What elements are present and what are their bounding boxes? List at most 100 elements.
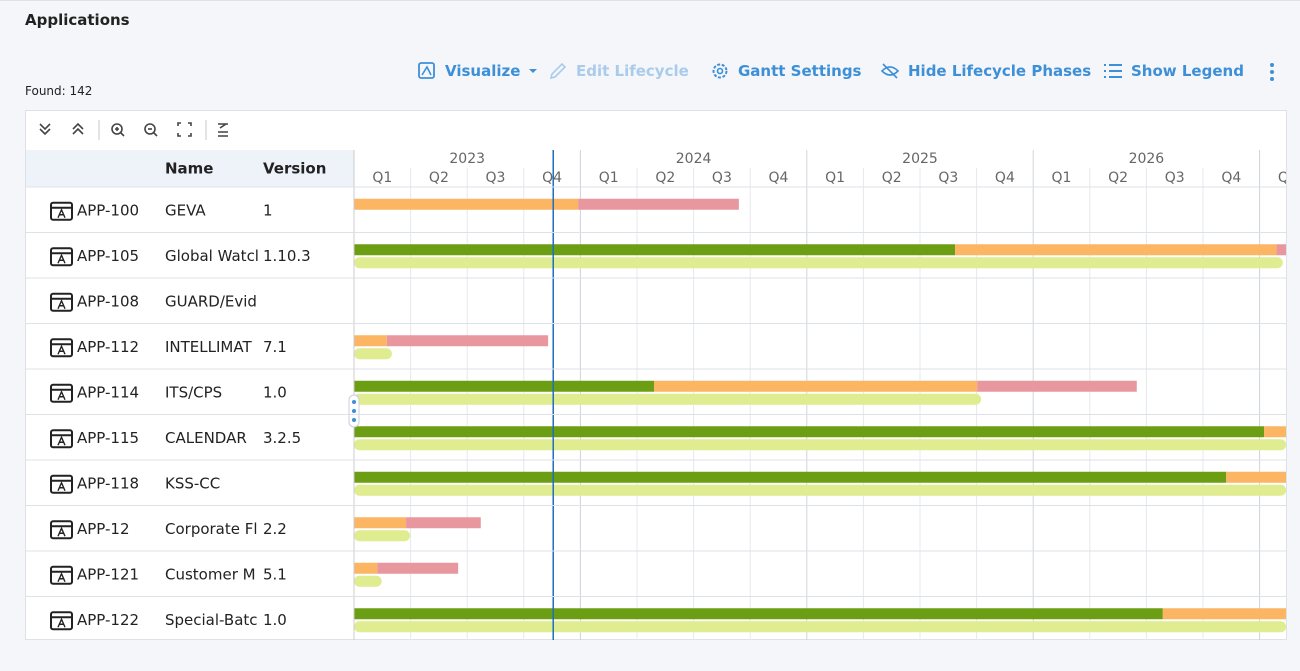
icon-glyph bbox=[57, 572, 66, 583]
app-icon bbox=[50, 429, 73, 449]
icon-frame bbox=[50, 611, 73, 631]
hide-phases-button[interactable]: Hide Lifecycle Phases bbox=[880, 61, 1091, 81]
icon-glyph bbox=[57, 390, 66, 401]
app-icon bbox=[50, 565, 73, 585]
collapse-all[interactable] bbox=[72, 122, 84, 135]
lifecycle-bar bbox=[354, 562, 378, 574]
app-name: Global Watcl bbox=[165, 247, 259, 265]
column-header: Name bbox=[165, 160, 213, 178]
quarter-label: Q1 bbox=[1052, 170, 1072, 186]
lifecycle-bar bbox=[377, 562, 459, 574]
app-name: INTELLIMAT bbox=[165, 338, 252, 356]
app-icon bbox=[50, 520, 73, 540]
app-id: APP-112 bbox=[77, 338, 139, 356]
lifecycle-bar bbox=[354, 198, 579, 210]
app-icon bbox=[50, 338, 73, 358]
icon-glyph bbox=[57, 526, 66, 537]
app-version: 1 bbox=[263, 201, 273, 219]
gantt-settings-button[interactable]: Gantt Settings bbox=[710, 61, 861, 81]
edit-lifecycle-button[interactable]: Edit Lifecycle bbox=[548, 61, 689, 81]
secondary-bar bbox=[354, 621, 1286, 633]
app-icon bbox=[50, 383, 73, 403]
quarter-label: Q3 bbox=[938, 170, 958, 186]
app-name: GEVA bbox=[165, 201, 206, 219]
year-label: 2024 bbox=[676, 151, 712, 167]
lifecycle-bar bbox=[1276, 244, 1286, 256]
gantt-grid: Name Version Q1 Q2 Q3 Q4 Q1 Q2 Q3 Q4 Q1 Q2 Q3 Q4 Q1 Q… bbox=[26, 150, 1286, 640]
secondary-bar bbox=[354, 530, 411, 542]
secondary-bar bbox=[354, 348, 392, 360]
label: Hide Lifecycle Phases bbox=[908, 62, 1092, 80]
app-icon bbox=[50, 201, 73, 221]
app-name: CALENDAR bbox=[165, 429, 247, 447]
page-title: Applications bbox=[25, 11, 130, 29]
zoom-in[interactable] bbox=[111, 123, 125, 137]
found-count: Found: 142 bbox=[25, 84, 93, 98]
app-id: APP-122 bbox=[77, 611, 139, 629]
quarter-label: Q3 bbox=[712, 170, 732, 186]
icon bbox=[418, 62, 435, 79]
app-name: Special-Batc bbox=[165, 611, 258, 629]
secondary-bar bbox=[354, 484, 1286, 496]
year-label: 2023 bbox=[449, 151, 485, 167]
visualize-button[interactable]: Visualize bbox=[417, 61, 538, 81]
lifecycle-bar bbox=[354, 517, 407, 529]
app-version: 5.1 bbox=[263, 565, 287, 583]
app-version: 2.2 bbox=[263, 520, 287, 538]
quarter-label: Q3 bbox=[486, 170, 506, 186]
quarter-label: Q3 bbox=[1165, 170, 1185, 186]
table-header-bg bbox=[26, 150, 354, 187]
fit[interactable] bbox=[177, 122, 192, 137]
top-border bbox=[0, 0, 1300, 1]
app-icon bbox=[50, 611, 73, 631]
icon-frame bbox=[50, 474, 73, 494]
icon-frame bbox=[50, 201, 73, 221]
app-name: Corporate Fl bbox=[165, 520, 258, 538]
lifecycle-bar bbox=[386, 335, 549, 347]
quarter-label: Q4 bbox=[542, 170, 562, 186]
icon-frame bbox=[50, 383, 73, 403]
lifecycle-bar bbox=[354, 244, 956, 256]
app-name: Customer M bbox=[165, 565, 256, 583]
app-version: 1.0 bbox=[263, 383, 287, 401]
lifecycle-bar bbox=[406, 517, 481, 529]
lifecycle-bar bbox=[354, 380, 654, 392]
app-id: APP-12 bbox=[77, 520, 130, 538]
lifecycle-bar bbox=[1162, 608, 1286, 620]
label: Show Legend bbox=[1131, 62, 1244, 80]
quarter-label: Q1 bbox=[1278, 170, 1286, 186]
icon-glyph bbox=[57, 299, 66, 310]
filter[interactable] bbox=[218, 123, 228, 137]
gantt-panel bbox=[25, 110, 1287, 640]
lifecycle-bar bbox=[354, 608, 1163, 620]
app-id: APP-108 bbox=[77, 292, 139, 310]
secondary-bar bbox=[354, 575, 382, 587]
icon bbox=[712, 63, 728, 79]
zoom-out[interactable] bbox=[144, 123, 158, 137]
app-id: APP-118 bbox=[77, 474, 139, 492]
more-menu[interactable] bbox=[1266, 62, 1278, 82]
app-version: 7.1 bbox=[263, 338, 287, 356]
icon-glyph bbox=[57, 617, 66, 628]
quarter-label: Q4 bbox=[769, 170, 789, 186]
quarter-label: Q2 bbox=[1108, 170, 1128, 186]
quarter-label: Q1 bbox=[372, 170, 392, 186]
show-legend-button[interactable]: Show Legend bbox=[1103, 61, 1244, 81]
lifecycle-bar bbox=[955, 244, 1277, 256]
icon bbox=[1104, 64, 1122, 78]
icon-frame bbox=[50, 565, 73, 585]
lifecycle-bar bbox=[977, 380, 1137, 392]
icon-frame bbox=[50, 292, 73, 312]
expand-all[interactable] bbox=[39, 123, 51, 136]
icon-glyph bbox=[57, 253, 66, 264]
icon-glyph bbox=[57, 435, 66, 446]
app-name: GUARD/Evid bbox=[165, 292, 257, 310]
app-id: APP-105 bbox=[77, 247, 139, 265]
secondary-bar bbox=[354, 439, 1286, 451]
icon-frame bbox=[50, 247, 73, 267]
app-version: 3.2.5 bbox=[263, 429, 301, 447]
app-id: APP-100 bbox=[77, 201, 139, 219]
quarter-label: Q1 bbox=[825, 170, 845, 186]
quarter-label: Q2 bbox=[655, 170, 675, 186]
